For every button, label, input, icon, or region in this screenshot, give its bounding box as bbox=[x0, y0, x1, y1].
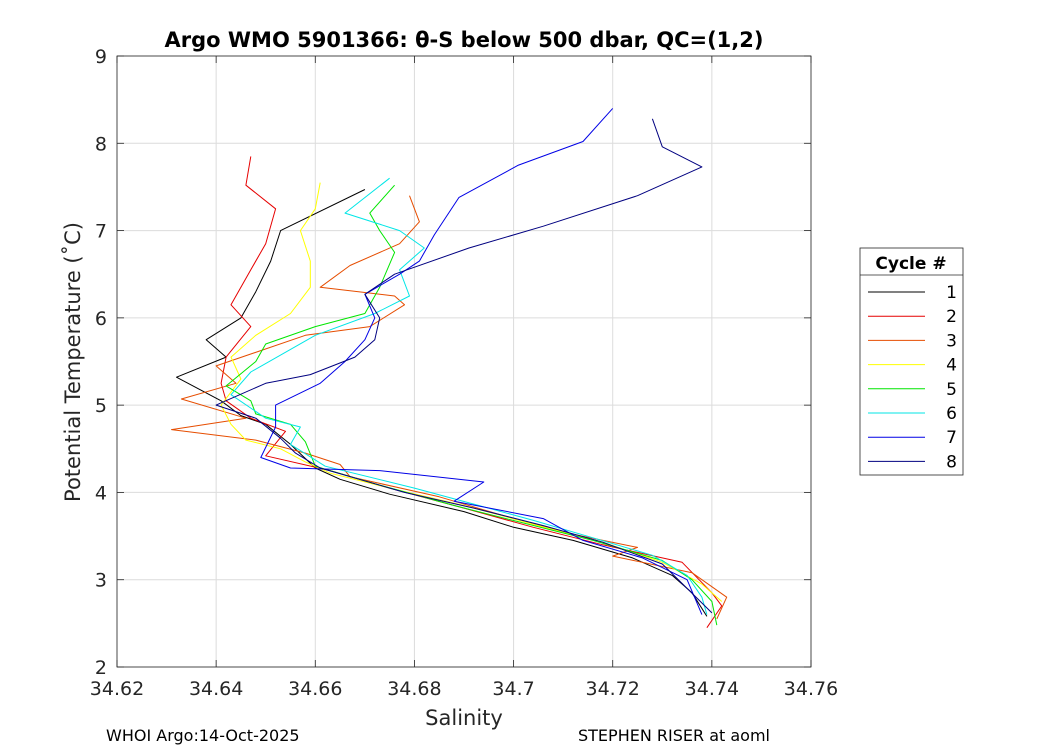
legend-label-cycle-3: 3 bbox=[946, 331, 957, 351]
legend-label-cycle-4: 4 bbox=[946, 356, 957, 376]
footer-left-text: WHOI Argo:14-Oct-2025 bbox=[106, 726, 300, 745]
y-tick-label: 8 bbox=[95, 133, 107, 155]
x-tick-label: 34.66 bbox=[288, 678, 342, 700]
legend-title: Cycle # bbox=[875, 254, 946, 274]
legend-label-cycle-1: 1 bbox=[946, 283, 957, 303]
x-tick-label: 34.74 bbox=[685, 678, 739, 700]
x-tick-label: 34.72 bbox=[586, 678, 640, 700]
axis-ticks bbox=[116, 55, 812, 668]
y-tick-label: 7 bbox=[95, 221, 107, 243]
series-line-cycle-3 bbox=[171, 195, 728, 620]
series-line-cycle-7 bbox=[260, 108, 703, 615]
y-tick-label: 4 bbox=[95, 482, 107, 504]
chart-title: Argo WMO 5901366: θ-S below 500 dbar, QC… bbox=[165, 28, 764, 52]
footer-right-text: STEPHEN RISER at aoml bbox=[578, 726, 770, 745]
x-tick-label: 34.62 bbox=[90, 678, 144, 700]
x-tick-label: 34.64 bbox=[189, 678, 243, 700]
y-axis-label: Potential Temperature (˚C) bbox=[61, 222, 85, 502]
x-tick-label: 34.76 bbox=[784, 678, 838, 700]
plot-frame bbox=[116, 55, 812, 668]
series-line-cycle-2 bbox=[220, 156, 723, 628]
series-line-cycle-6 bbox=[230, 177, 708, 615]
y-tick-label: 3 bbox=[95, 570, 107, 592]
legend-label-cycle-7: 7 bbox=[946, 428, 957, 448]
x-tick-label: 34.68 bbox=[387, 678, 441, 700]
legend-label-cycle-5: 5 bbox=[946, 380, 957, 400]
series-line-cycle-8 bbox=[215, 118, 713, 614]
y-tick-label: 5 bbox=[95, 395, 107, 417]
x-tick-label: 34.7 bbox=[492, 678, 534, 700]
legend-label-cycle-8: 8 bbox=[946, 452, 957, 472]
series-lines bbox=[171, 108, 728, 628]
y-tick-label: 6 bbox=[95, 308, 107, 330]
y-tick-label: 2 bbox=[95, 657, 107, 679]
x-tick-labels: 34.62 34.64 34.66 34.68 34.7 34.72 34.74 34.76 bbox=[90, 678, 838, 700]
y-tick-labels: 2 3 4 5 6 7 8 9 bbox=[95, 46, 107, 679]
y-tick-label: 9 bbox=[95, 46, 107, 68]
x-axis-label: Salinity bbox=[425, 706, 503, 730]
series-line-cycle-1 bbox=[176, 189, 708, 617]
plot-area bbox=[117, 56, 811, 667]
legend: Cycle # 1 2 3 4 5 6 7 8 bbox=[859, 247, 964, 476]
legend-label-cycle-6: 6 bbox=[946, 404, 957, 424]
legend-items: 1 2 3 4 5 6 7 8 bbox=[868, 283, 957, 472]
legend-label-cycle-2: 2 bbox=[946, 307, 957, 327]
